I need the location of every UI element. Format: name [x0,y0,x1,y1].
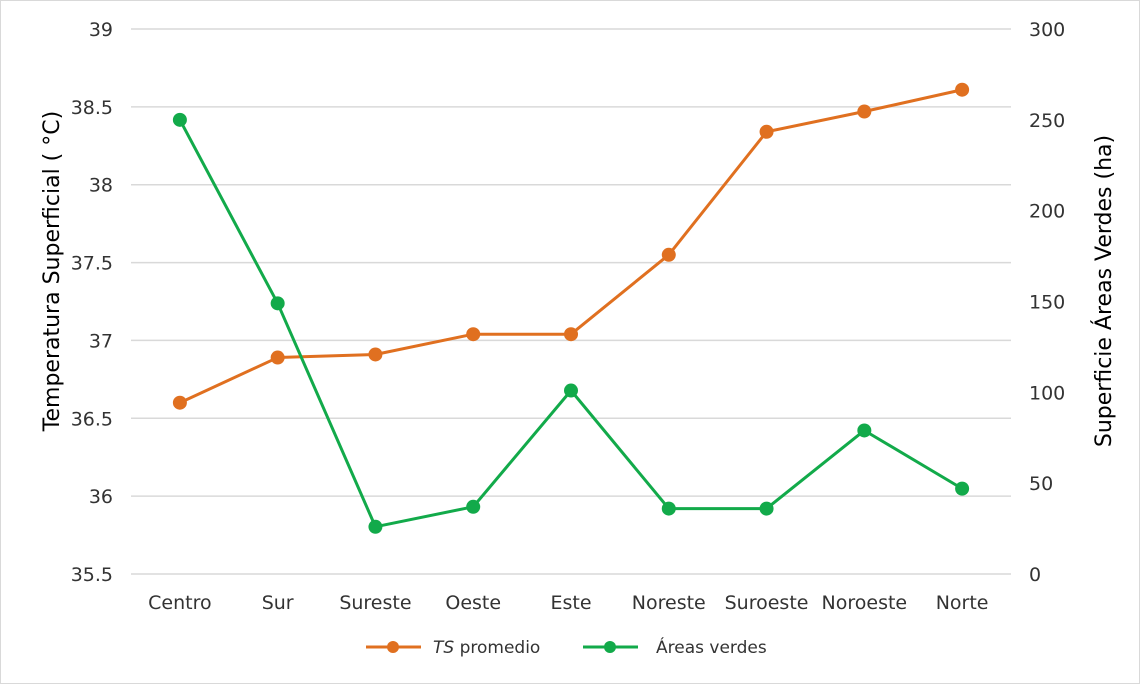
left-tick-label: 37.5 [71,253,113,275]
series-point [857,423,872,438]
right-tick-label: 0 [1029,564,1041,586]
legend: TS promedio Áreas verdes [366,636,767,658]
series-point [661,501,676,516]
legend-areas-marker [604,641,616,653]
right-tick-label: 50 [1029,473,1053,495]
x-tick-label: Noreste [632,592,706,614]
x-tick-label: Suroeste [725,592,809,614]
series-point [368,519,383,534]
x-tick-label: Centro [148,592,211,614]
x-tick-label: Norte [936,592,989,614]
legend-item-areas: Áreas verdes [583,636,767,658]
series-point [466,327,481,342]
x-tick-label: Sureste [339,592,411,614]
legend-areas-label: Áreas verdes [656,636,767,658]
left-tick-label: 36 [89,486,113,508]
series-point [172,395,187,410]
x-tick-label: Sur [262,592,294,614]
right-axis-ticks: 0 50 100 150 200 250 300 [1029,19,1065,586]
series-point [759,124,774,139]
series-point [759,501,774,516]
legend-ts-label: TS promedio [433,638,540,658]
x-tick-label: Noroeste [822,592,908,614]
series-line [178,119,963,529]
x-tick-label: Oeste [445,592,501,614]
series-point [172,112,187,127]
legend-ts-label-rest: promedio [454,638,540,658]
series-point [368,347,383,362]
series-point [661,247,676,262]
left-tick-label: 36.5 [71,408,113,430]
series-1 [172,112,970,534]
right-tick-label: 150 [1029,292,1065,314]
right-tick-label: 300 [1029,19,1065,41]
x-tick-label: Este [550,592,591,614]
legend-ts-label-italic: TS [433,638,454,658]
gridlines [131,28,1011,575]
series-point [955,481,970,496]
right-tick-label: 100 [1029,382,1065,404]
right-axis-title: Superficie Áreas Verdes (ha) [1091,135,1117,447]
left-tick-label: 37 [89,330,113,352]
legend-ts-marker [387,641,399,653]
legend-item-ts: TS promedio [366,638,540,658]
left-axis-title: Temperatura Superficial ( °C) [40,111,65,432]
right-tick-label: 200 [1029,201,1065,223]
series-point [466,499,481,514]
right-tick-label: 250 [1029,110,1065,132]
left-tick-label: 35.5 [71,564,113,586]
series-point [270,296,285,311]
left-axis-ticks: 35.5 36 36.5 37 37.5 38 38.5 39 [71,19,113,586]
series-layer [172,82,970,534]
left-tick-label: 38 [89,175,113,197]
left-tick-label: 39 [89,19,113,41]
series-point [564,383,578,398]
series-point [857,104,872,119]
series-0 [172,82,970,410]
left-tick-label: 38.5 [71,97,113,119]
x-axis-ticks: Centro Sur Sureste Oeste Este Noreste Suroeste… [148,592,988,614]
series-point [270,350,285,365]
series-line [179,88,963,405]
series-point [955,82,970,97]
series-point [564,327,578,342]
